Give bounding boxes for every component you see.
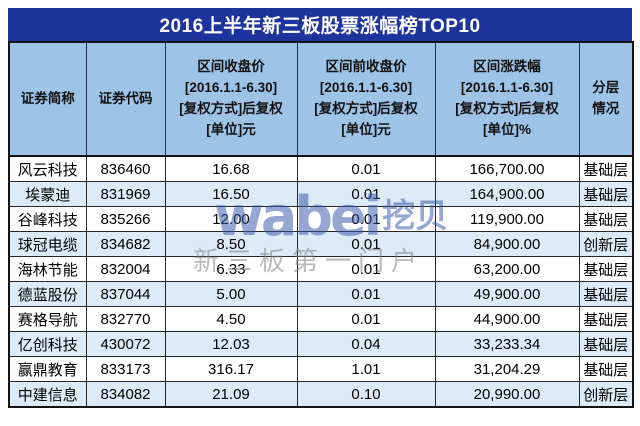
cell-layer-status: 基础层 <box>578 206 634 232</box>
cell-interval-close: 12.00 <box>164 206 298 232</box>
table-row: 中建信息 834082 21.09 0.10 20,990.00 创新层 <box>8 381 634 408</box>
cell-interval-prev-close: 0.01 <box>296 306 436 332</box>
cell-security-code: 430072 <box>85 331 166 357</box>
cell-layer-status: 基础层 <box>578 281 634 307</box>
cell-security-code: 832004 <box>85 256 166 282</box>
cell-security-code: 836460 <box>85 155 166 182</box>
table-row: 赛格导航 832770 4.50 0.01 44,900.00 基础层 <box>8 306 634 332</box>
ranking-table: 证券简称 证券代码 区间收盘价 [2016.1.1-6.30] [复权方式]后复… <box>8 41 634 408</box>
cell-layer-status: 基础层 <box>578 256 634 282</box>
cell-security-code: 832770 <box>85 306 166 332</box>
cell-layer-status: 创新层 <box>578 381 634 408</box>
cell-layer-status: 基础层 <box>578 155 634 182</box>
cell-security-name: 风云科技 <box>8 155 87 182</box>
table-row: 德蓝股份 837044 5.00 0.01 49,900.00 基础层 <box>8 281 634 307</box>
cell-security-name: 亿创科技 <box>8 331 87 357</box>
cell-security-name: 赢鼎教育 <box>8 356 87 382</box>
cell-interval-change-pct: 44,900.00 <box>434 306 580 332</box>
cell-interval-close: 316.17 <box>164 356 298 382</box>
cell-interval-prev-close: 0.04 <box>296 331 436 357</box>
cell-interval-close: 5.00 <box>164 281 298 307</box>
ranking-table-sheet: 2016上半年新三板股票涨幅榜TOP10 证券简称 证券代码 区间收盘价 [20… <box>8 8 634 408</box>
col-header-interval-close: 区间收盘价 [2016.1.1-6.30] [复权方式]后复权 [单位]元 <box>164 42 298 157</box>
cell-security-code: 835266 <box>85 206 166 232</box>
cell-interval-close: 6.33 <box>164 256 298 282</box>
cell-interval-change-pct: 166,700.00 <box>434 155 580 182</box>
table-row: 赢鼎教育 833173 316.17 1.01 31,204.29 基础层 <box>8 356 634 382</box>
cell-security-code: 833173 <box>85 356 166 382</box>
cell-interval-close: 16.50 <box>164 181 298 207</box>
cell-interval-close: 16.68 <box>164 155 298 182</box>
table-row: 埃蒙迪 831969 16.50 0.01 164,900.00 基础层 <box>8 181 634 207</box>
cell-interval-prev-close: 0.01 <box>296 231 436 257</box>
cell-security-name: 中建信息 <box>8 381 87 408</box>
header-row: 证券简称 证券代码 区间收盘价 [2016.1.1-6.30] [复权方式]后复… <box>8 42 634 157</box>
cell-interval-prev-close: 0.10 <box>296 381 436 408</box>
cell-interval-change-pct: 119,900.00 <box>434 206 580 232</box>
cell-security-code: 831969 <box>85 181 166 207</box>
col-header-security-name: 证券简称 <box>8 42 87 157</box>
cell-interval-close: 4.50 <box>164 306 298 332</box>
cell-security-name: 德蓝股份 <box>8 281 87 307</box>
cell-interval-prev-close: 1.01 <box>296 356 436 382</box>
cell-security-code: 837044 <box>85 281 166 307</box>
cell-security-code: 834682 <box>85 231 166 257</box>
cell-interval-close: 8.50 <box>164 231 298 257</box>
cell-interval-prev-close: 0.01 <box>296 155 436 182</box>
cell-security-name: 谷峰科技 <box>8 206 87 232</box>
table-title: 2016上半年新三板股票涨幅榜TOP10 <box>8 8 632 41</box>
cell-interval-close: 12.03 <box>164 331 298 357</box>
col-header-security-code: 证券代码 <box>85 42 166 157</box>
cell-interval-change-pct: 84,900.00 <box>434 231 580 257</box>
table-row: 风云科技 836460 16.68 0.01 166,700.00 基础层 <box>8 155 634 182</box>
cell-layer-status: 基础层 <box>578 331 634 357</box>
cell-interval-close: 21.09 <box>164 381 298 408</box>
cell-interval-prev-close: 0.01 <box>296 281 436 307</box>
cell-security-name: 球冠电缆 <box>8 231 87 257</box>
cell-security-name: 海林节能 <box>8 256 87 282</box>
cell-interval-change-pct: 33,233.34 <box>434 331 580 357</box>
cell-layer-status: 基础层 <box>578 306 634 332</box>
cell-interval-prev-close: 0.01 <box>296 181 436 207</box>
cell-security-name: 埃蒙迪 <box>8 181 87 207</box>
cell-interval-prev-close: 0.01 <box>296 256 436 282</box>
table-row: 谷峰科技 835266 12.00 0.01 119,900.00 基础层 <box>8 206 634 232</box>
cell-interval-change-pct: 49,900.00 <box>434 281 580 307</box>
cell-interval-change-pct: 63,200.00 <box>434 256 580 282</box>
cell-layer-status: 基础层 <box>578 356 634 382</box>
col-header-interval-prev-close: 区间前收盘价 [2016.1.1-6.30] [复权方式]后复权 [单位]元 <box>296 42 436 157</box>
col-header-interval-change-pct: 区间涨跌幅 [2016.1.1-6.30] [复权方式]后复权 [单位]% <box>434 42 580 157</box>
cell-security-code: 834082 <box>85 381 166 408</box>
col-header-layer-status: 分层 情况 <box>578 42 634 157</box>
cell-layer-status: 创新层 <box>578 231 634 257</box>
cell-interval-change-pct: 20,990.00 <box>434 381 580 408</box>
cell-interval-change-pct: 164,900.00 <box>434 181 580 207</box>
cell-layer-status: 基础层 <box>578 181 634 207</box>
cell-security-name: 赛格导航 <box>8 306 87 332</box>
cell-interval-change-pct: 31,204.29 <box>434 356 580 382</box>
table-row: 海林节能 832004 6.33 0.01 63,200.00 基础层 <box>8 256 634 282</box>
cell-interval-prev-close: 0.01 <box>296 206 436 232</box>
table-row: 球冠电缆 834682 8.50 0.01 84,900.00 创新层 <box>8 231 634 257</box>
table-row: 亿创科技 430072 12.03 0.04 33,233.34 基础层 <box>8 331 634 357</box>
